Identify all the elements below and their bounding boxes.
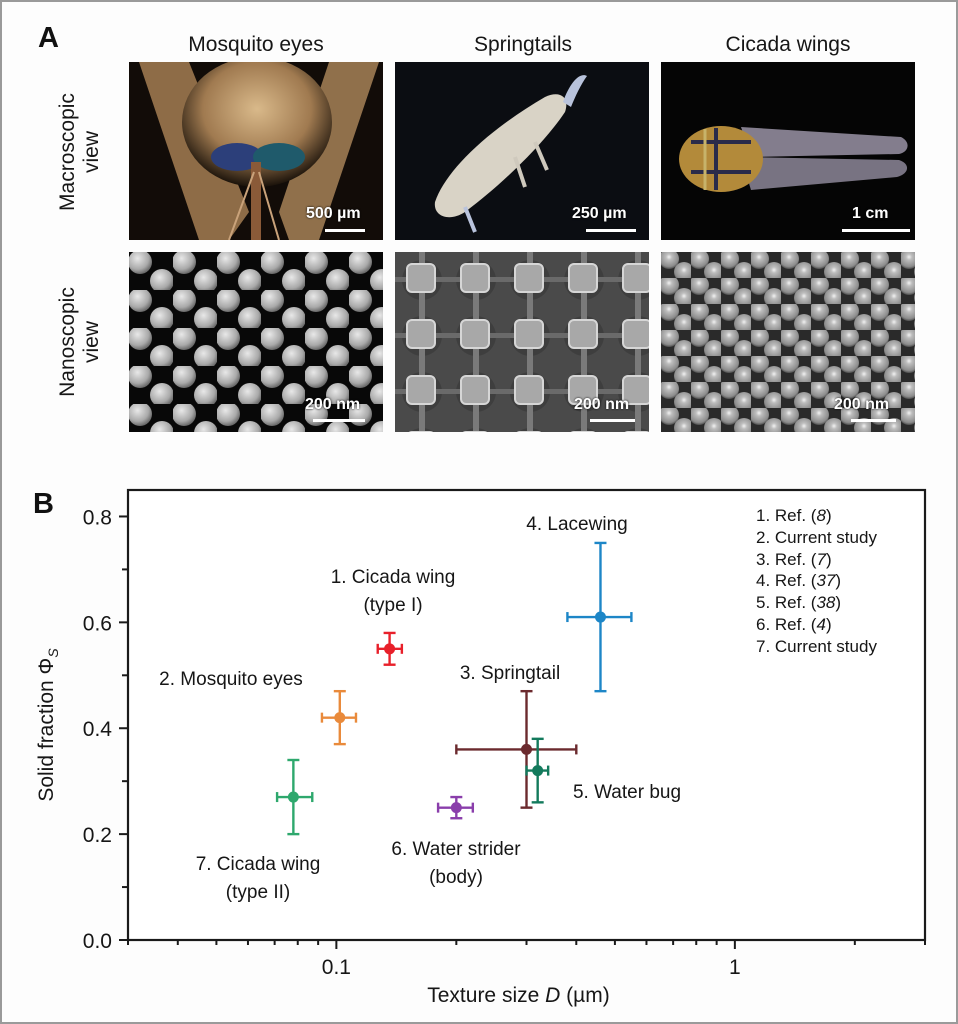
column-title-mosquito: Mosquito eyes	[188, 33, 324, 56]
image-macro-springtail	[395, 62, 649, 240]
reference-legend: 1. Ref. (8) 2. Current study 3. Ref. (7) 4.…	[756, 505, 877, 658]
scale-bar	[586, 229, 636, 232]
scale-label-nano-springtail: 200 nm	[574, 396, 630, 413]
scale-label-macro-mosquito: 500 µm	[306, 205, 361, 222]
point-label: (type II)	[226, 882, 290, 903]
scale-label-nano-cicada: 200 nm	[834, 396, 890, 413]
legend-item: 2. Current study	[756, 527, 877, 547]
point-label: 3. Springtail	[460, 663, 560, 684]
panel-a-label: A	[38, 22, 59, 54]
column-title-cicada: Cicada wings	[725, 33, 851, 56]
point-label: (type I)	[363, 595, 422, 616]
data-point-2	[320, 689, 358, 746]
scale-bar	[313, 419, 365, 422]
data-point-4	[566, 541, 633, 693]
scale-label-macro-cicada: 1 cm	[852, 205, 889, 222]
y-tick-label: 0.6	[83, 612, 112, 635]
y-tick-label: 0.0	[83, 930, 112, 953]
legend-item: 4. Ref. (37)	[756, 571, 842, 591]
legend-item: 6. Ref. (4)	[756, 614, 832, 634]
point-label: 2. Mosquito eyes	[159, 669, 303, 690]
legend-item: 3. Ref. (7)	[756, 549, 832, 569]
y-tick-label: 0.4	[83, 718, 113, 741]
data-point-1	[376, 631, 404, 666]
panel-b-label: B	[33, 488, 54, 520]
point-label: 6. Water strider	[391, 839, 521, 860]
x-tick-label: 1	[729, 956, 741, 979]
y-tick-label: 0.8	[83, 506, 112, 529]
image-nano-cicada	[661, 252, 915, 432]
image-nano-springtail	[395, 252, 649, 432]
scale-bar	[325, 229, 365, 232]
legend-item: 7. Current study	[756, 636, 877, 656]
point-label: 5. Water bug	[573, 782, 681, 803]
image-nano-mosquito	[129, 252, 383, 432]
point-label: 4. Lacewing	[526, 514, 627, 535]
data-point-3	[455, 689, 578, 809]
column-title-springtails: Springtails	[473, 33, 573, 56]
image-macro-mosquito	[129, 62, 383, 240]
x-tick-label: 0.1	[322, 956, 351, 979]
y-tick-label: 0.2	[83, 824, 112, 847]
scale-bar	[842, 229, 910, 232]
x-axis-label: Texture size D (µm)	[427, 984, 609, 1007]
point-label: 7. Cicada wing	[196, 854, 321, 875]
y-axis-label: Solid fraction ΦS	[35, 648, 61, 802]
scale-label-nano-mosquito: 200 nm	[305, 396, 361, 413]
point-label: 1. Cicada wing	[331, 567, 456, 588]
legend-item: 5. Ref. (38)	[756, 593, 842, 613]
scale-bar	[851, 419, 896, 422]
data-point-7	[275, 758, 314, 836]
image-macro-cicada	[661, 62, 915, 240]
data-point-6	[436, 795, 475, 820]
scale-label-macro-springtail: 250 µm	[572, 205, 627, 222]
legend-item: 1. Ref. (8)	[756, 506, 832, 525]
scale-bar	[590, 419, 635, 422]
data-point-5	[525, 737, 550, 804]
point-label: (body)	[429, 867, 483, 888]
